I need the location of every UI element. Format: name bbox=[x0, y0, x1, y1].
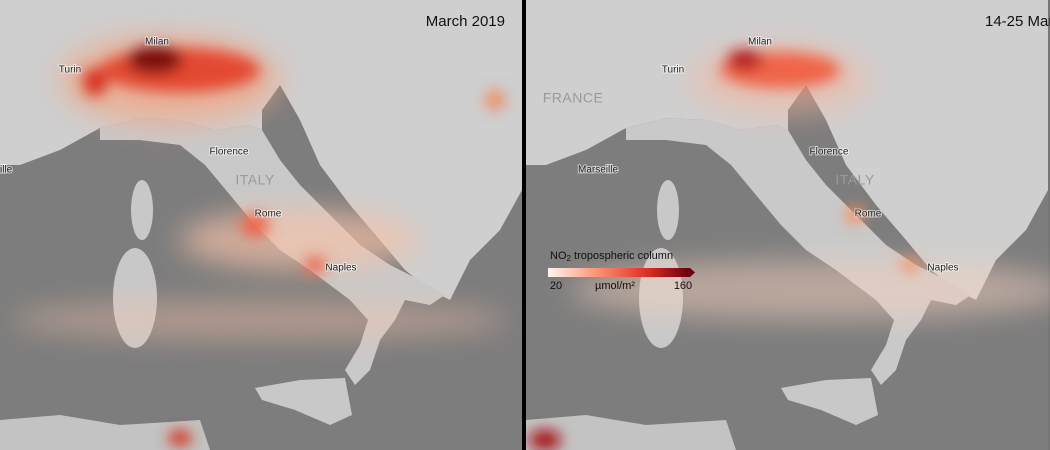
city-label: Rome bbox=[255, 209, 282, 220]
city-label: Florence bbox=[810, 147, 849, 158]
panel-2019 bbox=[0, 0, 522, 450]
city-label: ille bbox=[0, 165, 13, 176]
panel-title: March 2019 bbox=[426, 13, 505, 30]
labels: March 2019 Milan Turin Florence ITALY Rome Nap… bbox=[0, 13, 1050, 292]
city-label: Naples bbox=[927, 263, 958, 274]
colorbar-arrow bbox=[690, 268, 695, 277]
panel-2020 bbox=[526, 0, 1050, 450]
legend-title: NO2 tropospheric column bbox=[550, 250, 673, 263]
legend-title-sub: 2 bbox=[567, 254, 572, 263]
country-label: ITALY bbox=[835, 172, 874, 188]
city-label: Rome bbox=[855, 209, 882, 220]
country-label: FRANCE bbox=[543, 90, 604, 106]
country-label: ITALY bbox=[235, 172, 274, 188]
city-label: Turin bbox=[59, 65, 81, 76]
city-label: Milan bbox=[145, 37, 169, 48]
city-label: Milan bbox=[748, 37, 772, 48]
divider bbox=[522, 0, 526, 450]
legend-min: 20 bbox=[550, 280, 562, 292]
city-label: Marseille bbox=[578, 165, 618, 176]
legend-title-main: NO bbox=[550, 250, 567, 262]
city-label: Florence bbox=[210, 147, 249, 158]
city-label: Naples bbox=[325, 263, 356, 274]
panel-title: 14-25 Marc bbox=[985, 13, 1050, 30]
colorbar bbox=[548, 268, 690, 277]
legend-unit: µmol/m² bbox=[595, 280, 635, 292]
legend-title-rest: tropospheric column bbox=[571, 250, 673, 262]
city-label: Turin bbox=[662, 65, 684, 76]
legend-max: 160 bbox=[674, 280, 692, 292]
